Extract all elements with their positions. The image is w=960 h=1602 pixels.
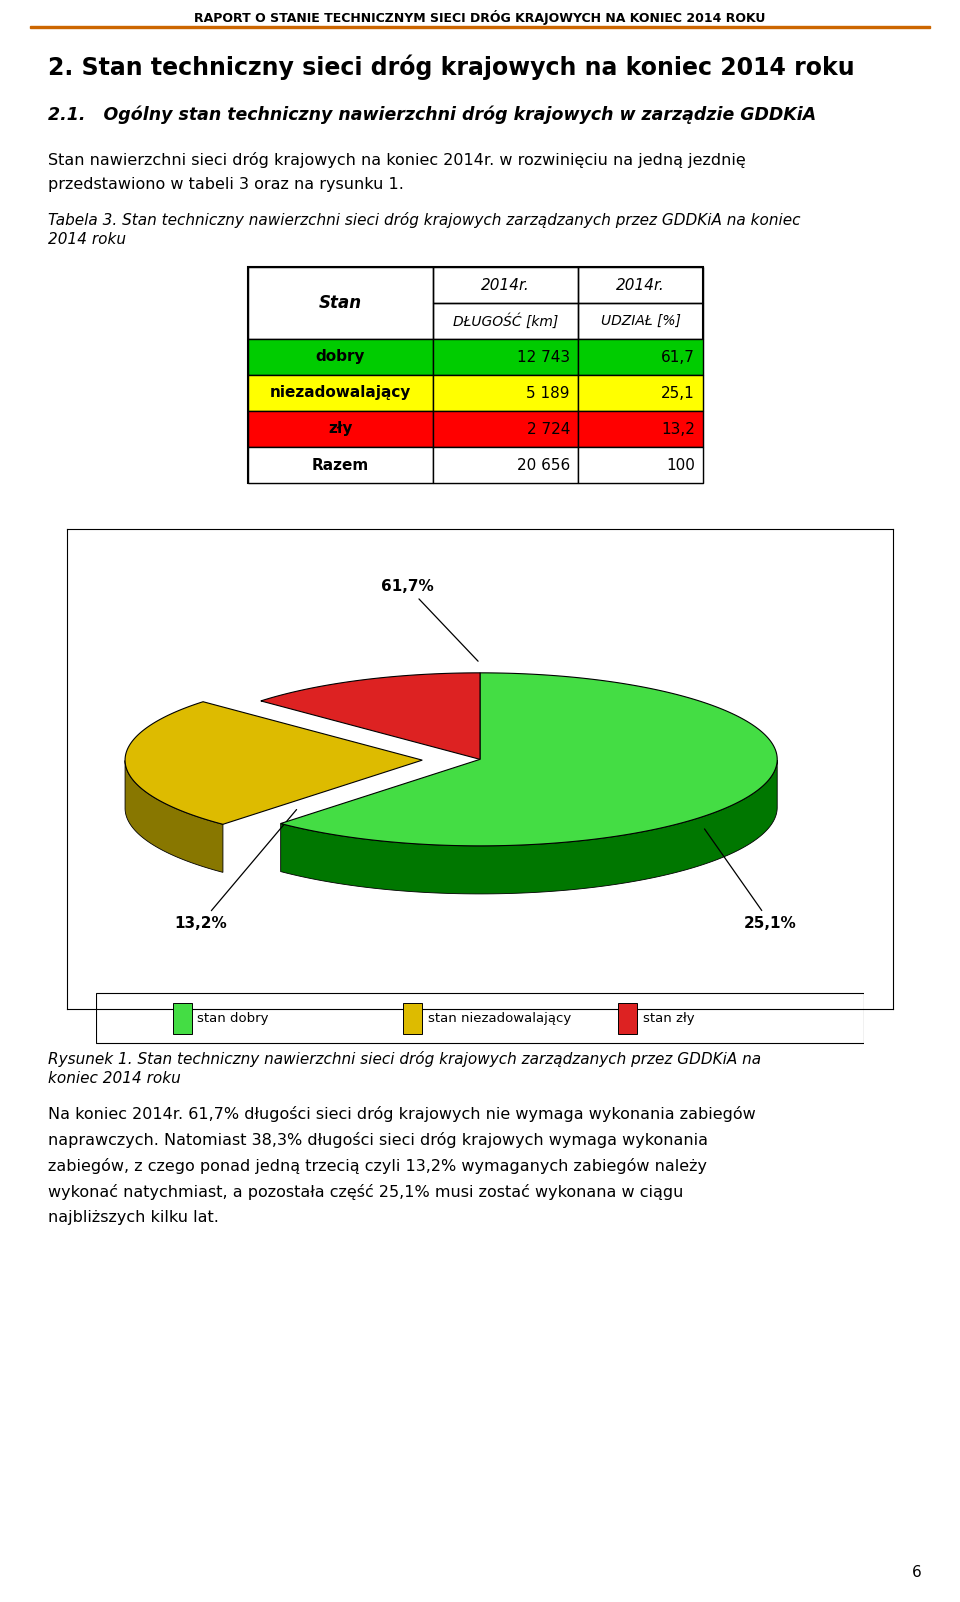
- Text: RAPORT O STANIE TECHNICZNYM SIECI DRÓG KRAJOWYCH NA KONIEC 2014 ROKU: RAPORT O STANIE TECHNICZNYM SIECI DRÓG K…: [194, 10, 766, 26]
- Text: stan dobry: stan dobry: [198, 1011, 269, 1025]
- Text: zabiegów, z czego ponad jedną trzecią czyli 13,2% wymaganych zabiegów należy: zabiegów, z czego ponad jedną trzecią cz…: [48, 1158, 707, 1174]
- Text: Na koniec 2014r. 61,7% długości sieci dróg krajowych nie wymaga wykonania zabieg: Na koniec 2014r. 61,7% długości sieci dr…: [48, 1105, 756, 1121]
- Bar: [173, 1003, 192, 1033]
- Polygon shape: [125, 702, 422, 825]
- Text: 100: 100: [666, 458, 695, 473]
- Text: 25,1%: 25,1%: [705, 828, 797, 931]
- Text: UDZIAŁ [%]: UDZIAŁ [%]: [601, 314, 681, 328]
- Text: koniec 2014 roku: koniec 2014 roku: [48, 1072, 180, 1086]
- Bar: [618, 1003, 637, 1033]
- Text: 5 189: 5 189: [526, 386, 570, 400]
- Text: 61,7%: 61,7%: [381, 580, 478, 662]
- Text: naprawczych. Natomiast 38,3% długości sieci dróg krajowych wymaga wykonania: naprawczych. Natomiast 38,3% długości si…: [48, 1133, 708, 1149]
- Text: 2. Stan techniczny sieci dróg krajowych na koniec 2014 roku: 2. Stan techniczny sieci dróg krajowych …: [48, 54, 854, 80]
- Bar: [248, 340, 433, 375]
- Polygon shape: [261, 673, 480, 759]
- Bar: [433, 412, 578, 447]
- Text: 61,7: 61,7: [661, 349, 695, 365]
- Text: Razem: Razem: [312, 458, 370, 473]
- Bar: [248, 412, 433, 447]
- Text: stan zły: stan zły: [643, 1011, 694, 1025]
- Text: 12 743: 12 743: [516, 349, 570, 365]
- Bar: [248, 268, 703, 482]
- Text: zły: zły: [328, 421, 352, 436]
- Bar: [30, 26, 930, 27]
- Bar: [248, 375, 433, 412]
- Bar: [433, 303, 578, 340]
- Bar: [578, 340, 703, 375]
- Text: 2 724: 2 724: [527, 421, 570, 436]
- Text: 2.1.   Ogólny stan techniczny nawierzchni dróg krajowych w zarządzie GDDKiA: 2.1. Ogólny stan techniczny nawierzchni …: [48, 106, 816, 123]
- Bar: [433, 375, 578, 412]
- Text: Rysunek 1. Stan techniczny nawierzchni sieci dróg krajowych zarządzanych przez G: Rysunek 1. Stan techniczny nawierzchni s…: [48, 1051, 761, 1067]
- Text: 20 656: 20 656: [516, 458, 570, 473]
- Text: 2014r.: 2014r.: [481, 277, 530, 293]
- Bar: [433, 340, 578, 375]
- Bar: [248, 447, 433, 482]
- Bar: [578, 375, 703, 412]
- Text: 13,2%: 13,2%: [175, 809, 297, 931]
- Text: 2014 roku: 2014 roku: [48, 232, 126, 247]
- Bar: [578, 303, 703, 340]
- Bar: [403, 1003, 422, 1033]
- Text: wykonać natychmiast, a pozostała część 25,1% musi zostać wykonana w ciągu: wykonać natychmiast, a pozostała część 2…: [48, 1184, 684, 1200]
- Text: 2014r.: 2014r.: [616, 277, 665, 293]
- Text: DŁUGOŚĆ [km]: DŁUGOŚĆ [km]: [453, 312, 558, 328]
- Bar: [578, 268, 703, 303]
- Text: Stan nawierzchni sieci dróg krajowych na koniec 2014r. w rozwinięciu na jedną je: Stan nawierzchni sieci dróg krajowych na…: [48, 152, 746, 168]
- Text: 25,1: 25,1: [661, 386, 695, 400]
- Polygon shape: [125, 761, 223, 873]
- Polygon shape: [280, 673, 778, 846]
- Polygon shape: [280, 759, 778, 894]
- Bar: [433, 447, 578, 482]
- Bar: [248, 268, 433, 340]
- Bar: [578, 447, 703, 482]
- Text: 6: 6: [912, 1565, 922, 1580]
- Text: najbliższych kilku lat.: najbliższych kilku lat.: [48, 1210, 219, 1226]
- Text: niezadowalający: niezadowalający: [270, 386, 411, 400]
- Text: Tabela 3. Stan techniczny nawierzchni sieci dróg krajowych zarządzanych przez GD: Tabela 3. Stan techniczny nawierzchni si…: [48, 211, 801, 227]
- Text: Stan: Stan: [319, 295, 362, 312]
- Text: przedstawiono w tabeli 3 oraz na rysunku 1.: przedstawiono w tabeli 3 oraz na rysunku…: [48, 176, 404, 192]
- Text: stan niezadowalający: stan niezadowalający: [428, 1011, 571, 1025]
- Text: 13,2: 13,2: [661, 421, 695, 436]
- Bar: [433, 268, 578, 303]
- Bar: [578, 412, 703, 447]
- Text: dobry: dobry: [316, 349, 365, 365]
